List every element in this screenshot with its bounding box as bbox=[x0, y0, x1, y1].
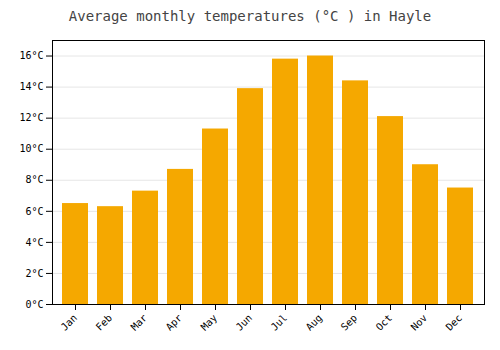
svg-text:Jul: Jul bbox=[269, 312, 290, 333]
svg-text:8°C: 8°C bbox=[25, 174, 43, 185]
svg-text:May: May bbox=[199, 312, 220, 333]
svg-text:16°C: 16°C bbox=[19, 50, 43, 61]
svg-text:Jan: Jan bbox=[59, 312, 80, 333]
svg-text:Dec: Dec bbox=[444, 312, 465, 333]
svg-text:4°C: 4°C bbox=[25, 237, 43, 248]
svg-text:Apr: Apr bbox=[164, 312, 185, 333]
svg-text:Sep: Sep bbox=[339, 312, 360, 333]
svg-text:14°C: 14°C bbox=[19, 81, 43, 92]
svg-text:Oct: Oct bbox=[374, 312, 395, 333]
svg-text:Aug: Aug bbox=[304, 312, 325, 333]
svg-text:2°C: 2°C bbox=[25, 268, 43, 279]
html-text:Average monthly temperatures (: Average monthly temperatures (°C ) in Ha… bbox=[68, 8, 432, 24]
svg-text:10°C: 10°C bbox=[19, 143, 43, 154]
svg-text:Nov: Nov bbox=[409, 312, 430, 333]
svg-text:Mar: Mar bbox=[129, 312, 150, 333]
svg-text:Feb: Feb bbox=[94, 312, 115, 333]
svg-text:6°C: 6°C bbox=[25, 206, 43, 217]
svg-text:Jun: Jun bbox=[234, 312, 255, 333]
svg-text:0°C: 0°C bbox=[25, 299, 43, 310]
svg-text:12°C: 12°C bbox=[19, 112, 43, 123]
